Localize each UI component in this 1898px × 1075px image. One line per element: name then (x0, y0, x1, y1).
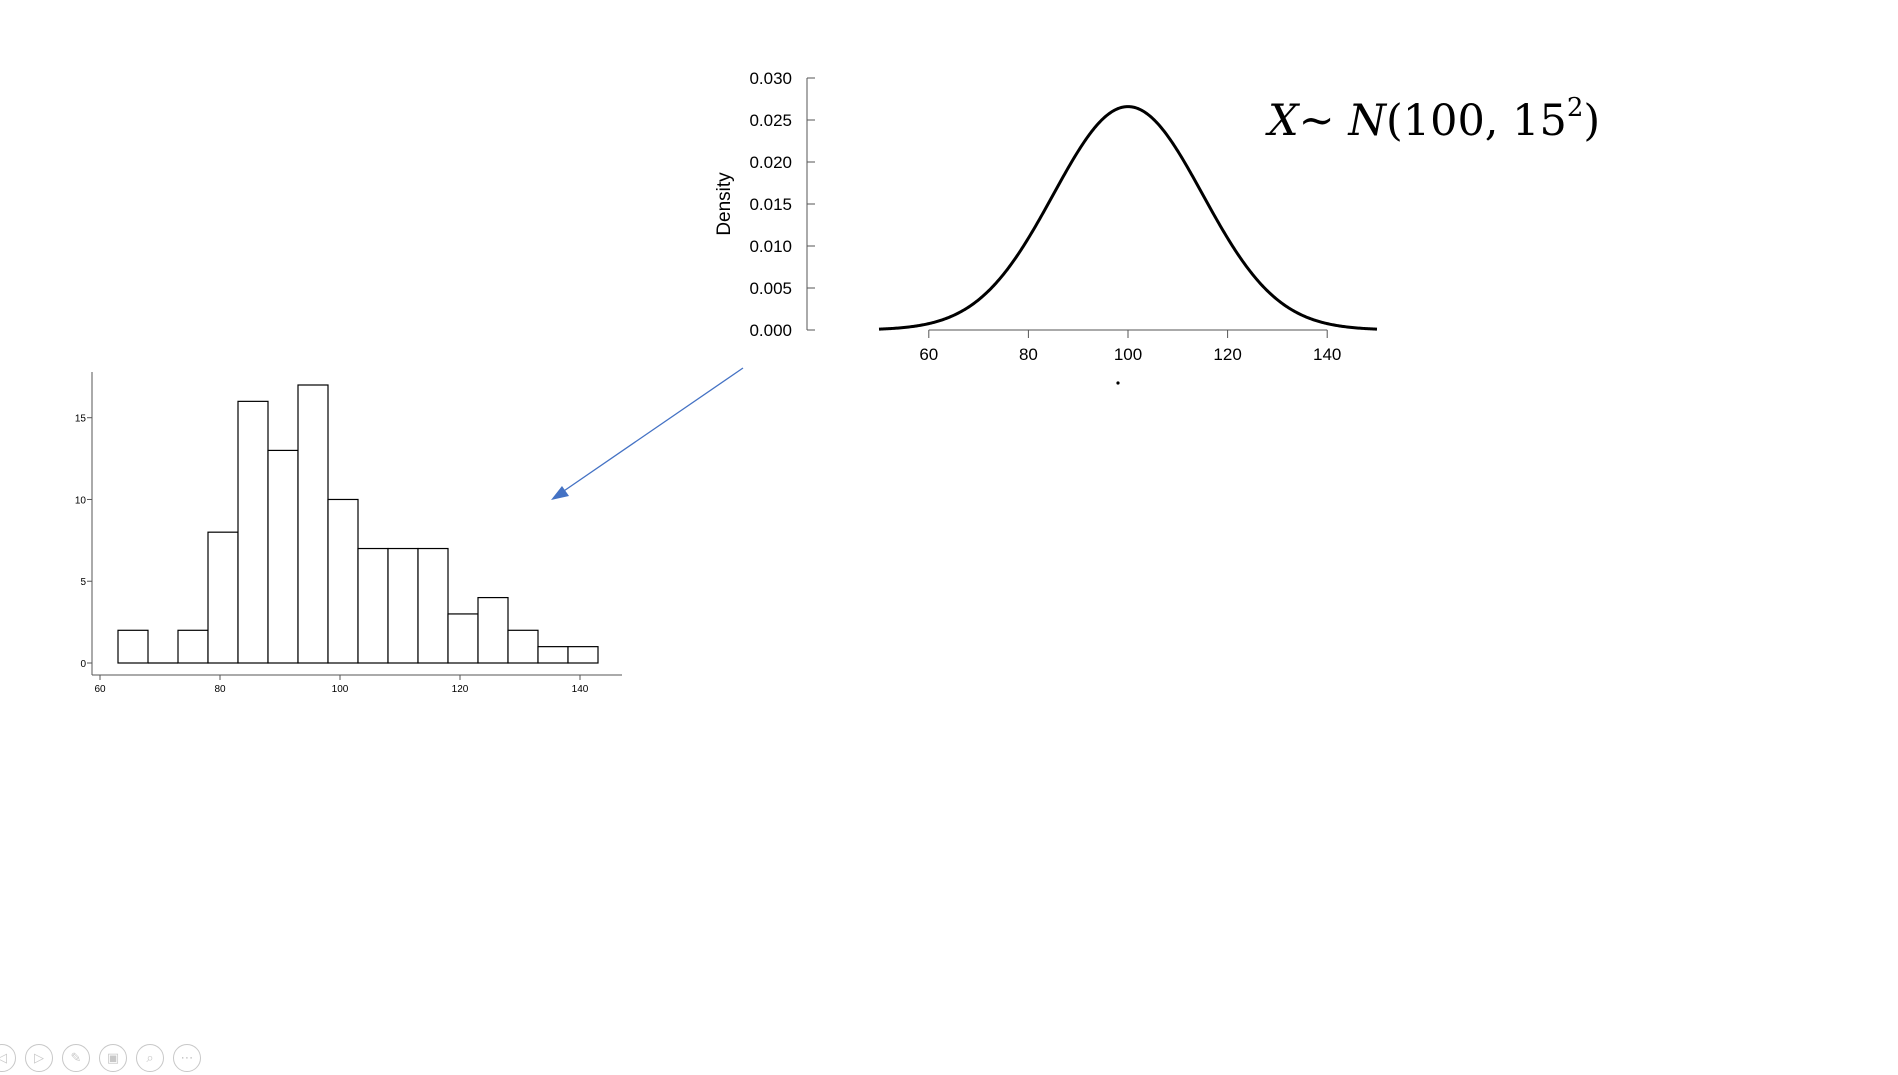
histogram-bar (237, 400, 269, 664)
right-arrow-icon: ▷ (34, 1050, 44, 1066)
pointer-arrow-line (557, 367, 744, 496)
density-x-tick-label: 140 (1313, 345, 1341, 364)
formula-close-paren: ) (1583, 96, 1601, 146)
histogram-x-tick-label: 100 (332, 684, 349, 695)
histogram-bar (177, 629, 209, 664)
formula-variable-x: X (1268, 96, 1299, 146)
histogram-x-tick-label: 120 (452, 684, 469, 695)
histogram-y-tick-label: 10 (75, 495, 87, 506)
density-y-axis-label: Density (714, 172, 735, 236)
density-y-tick-label: 0.005 (749, 279, 792, 298)
histogram-x-tick-label: 60 (94, 684, 106, 695)
zoom-button[interactable]: ⌕ (136, 1044, 164, 1072)
magnifier-icon: ⌕ (146, 1050, 154, 1066)
slideshow-controls: ◁ ▷ ✎ ▣ ⌕ ⋯ (0, 1044, 201, 1074)
histogram-bar (537, 646, 569, 664)
more-icon: ⋯ (180, 1050, 194, 1066)
density-chart: 0.000 0.005 0.010 0.015 0.020 0.025 0.030 60 80 1… (714, 69, 1378, 364)
pointer-arrow-head (551, 486, 569, 500)
density-y-tick-label: 0.030 (749, 69, 792, 88)
pen-icon: ✎ (70, 1050, 82, 1066)
histogram-bar (297, 384, 329, 664)
density-y-tick-label: 0.000 (749, 321, 792, 340)
density-x-tick-label: 60 (919, 345, 938, 364)
pen-tool-button[interactable]: ✎ (62, 1044, 90, 1072)
histogram-bar (267, 449, 299, 664)
formula-variable-n: N (1348, 96, 1386, 146)
density-curve (878, 105, 1378, 331)
normal-distribution-formula: X~ N(100, 152) (1268, 92, 1601, 146)
density-y-tick-label: 0.015 (749, 195, 792, 214)
histogram-bar (477, 596, 509, 664)
histogram-y-tick-label: 5 (80, 577, 86, 588)
histogram-bar (387, 547, 419, 664)
histogram-bar (447, 613, 479, 664)
histogram-bar (207, 531, 239, 664)
previous-slide-button[interactable]: ◁ (0, 1044, 16, 1072)
formula-open-paren: ( (1385, 96, 1403, 146)
histogram-x-tick-label: 80 (214, 684, 226, 695)
histogram-chart: 0 5 10 15 60 80 100 120 140 (75, 372, 622, 695)
histogram-bar (117, 629, 149, 664)
histogram-y-tick-label: 15 (75, 414, 87, 425)
histogram-bar (327, 498, 359, 664)
histogram-x-tick-label: 140 (572, 684, 589, 695)
histogram-bar (357, 547, 389, 664)
more-options-button[interactable]: ⋯ (173, 1044, 201, 1072)
formula-parameters: 100, 15 (1402, 96, 1567, 146)
formula-tilde: ~ (1298, 96, 1335, 146)
density-x-tick-label: 100 (1114, 345, 1142, 364)
histogram-y-tick-label: 0 (80, 659, 86, 670)
density-y-tick-label: 0.010 (749, 237, 792, 256)
density-y-tick-label: 0.025 (749, 111, 792, 130)
left-arrow-icon: ◁ (0, 1050, 7, 1066)
see-all-slides-button[interactable]: ▣ (99, 1044, 127, 1072)
histogram-bar (507, 629, 539, 664)
slides-icon: ▣ (106, 1050, 120, 1066)
density-y-tick-label: 0.020 (749, 153, 792, 172)
next-slide-button[interactable]: ▷ (25, 1044, 53, 1072)
histogram-bar (567, 646, 599, 664)
histogram-bar (417, 547, 449, 664)
density-x-tick-label: 80 (1019, 345, 1038, 364)
formula-exponent: 2 (1566, 92, 1584, 123)
stray-dot (1116, 381, 1120, 385)
density-x-tick-label: 120 (1213, 345, 1241, 364)
